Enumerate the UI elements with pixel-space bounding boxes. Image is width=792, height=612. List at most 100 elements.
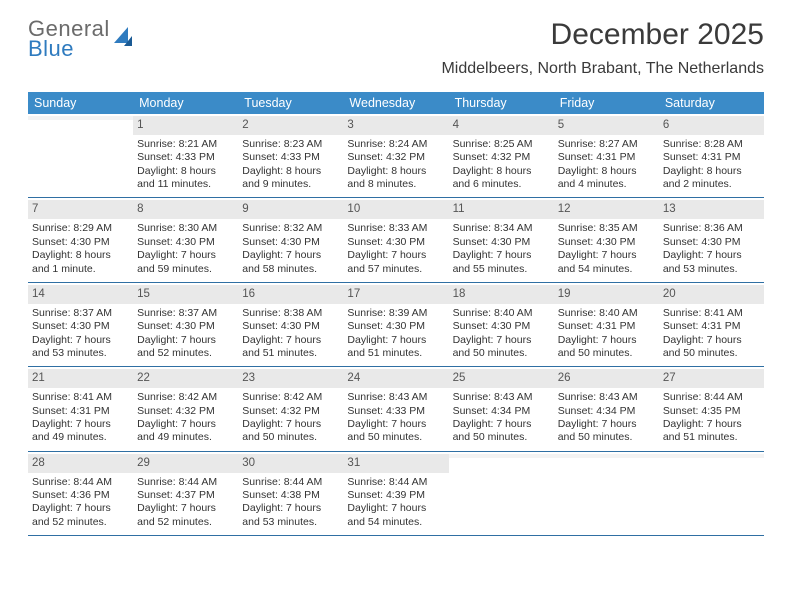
- daylight1-text: Daylight: 7 hours: [347, 334, 444, 347]
- weekday-header: Wednesday: [343, 92, 448, 114]
- calendar-cell: 20Sunrise: 8:41 AMSunset: 4:31 PMDayligh…: [659, 283, 764, 366]
- daylight2-text: and 2 minutes.: [663, 178, 760, 191]
- calendar-week: 1Sunrise: 8:21 AMSunset: 4:33 PMDaylight…: [28, 114, 764, 198]
- sunset-text: Sunset: 4:31 PM: [32, 405, 129, 418]
- calendar-cell: 1Sunrise: 8:21 AMSunset: 4:33 PMDaylight…: [133, 114, 238, 197]
- day-number: 11: [449, 200, 554, 219]
- daylight2-text: and 57 minutes.: [347, 263, 444, 276]
- sunset-text: Sunset: 4:32 PM: [453, 151, 550, 164]
- day-number: 1: [133, 116, 238, 135]
- sunset-text: Sunset: 4:32 PM: [347, 151, 444, 164]
- daylight1-text: Daylight: 7 hours: [137, 334, 234, 347]
- day-number: 29: [133, 454, 238, 473]
- day-number: 14: [28, 285, 133, 304]
- daylight1-text: Daylight: 7 hours: [242, 502, 339, 515]
- day-number: 30: [238, 454, 343, 473]
- day-number: 7: [28, 200, 133, 219]
- sunrise-text: Sunrise: 8:34 AM: [453, 222, 550, 235]
- daylight1-text: Daylight: 8 hours: [663, 165, 760, 178]
- day-number: 6: [659, 116, 764, 135]
- daylight2-text: and 52 minutes.: [137, 516, 234, 529]
- sunrise-text: Sunrise: 8:39 AM: [347, 307, 444, 320]
- brand-line2: Blue: [28, 38, 110, 60]
- daylight2-text: and 50 minutes.: [663, 347, 760, 360]
- day-number: 21: [28, 369, 133, 388]
- calendar-cell: 25Sunrise: 8:43 AMSunset: 4:34 PMDayligh…: [449, 367, 554, 450]
- calendar-week: 28Sunrise: 8:44 AMSunset: 4:36 PMDayligh…: [28, 452, 764, 536]
- calendar-cell: [554, 452, 659, 535]
- sunset-text: Sunset: 4:35 PM: [663, 405, 760, 418]
- calendar-cell: 14Sunrise: 8:37 AMSunset: 4:30 PMDayligh…: [28, 283, 133, 366]
- sunrise-text: Sunrise: 8:29 AM: [32, 222, 129, 235]
- sunrise-text: Sunrise: 8:42 AM: [242, 391, 339, 404]
- sunrise-text: Sunrise: 8:41 AM: [663, 307, 760, 320]
- day-number: 27: [659, 369, 764, 388]
- sunrise-text: Sunrise: 8:33 AM: [347, 222, 444, 235]
- calendar-cell: [659, 452, 764, 535]
- sunset-text: Sunset: 4:31 PM: [663, 320, 760, 333]
- weekday-header: Monday: [133, 92, 238, 114]
- day-number: 17: [343, 285, 448, 304]
- sunrise-text: Sunrise: 8:30 AM: [137, 222, 234, 235]
- daylight1-text: Daylight: 7 hours: [137, 418, 234, 431]
- daylight1-text: Daylight: 8 hours: [558, 165, 655, 178]
- sunset-text: Sunset: 4:30 PM: [453, 236, 550, 249]
- calendar-cell: 5Sunrise: 8:27 AMSunset: 4:31 PMDaylight…: [554, 114, 659, 197]
- calendar-cell: 28Sunrise: 8:44 AMSunset: 4:36 PMDayligh…: [28, 452, 133, 535]
- daylight1-text: Daylight: 7 hours: [663, 334, 760, 347]
- calendar-cell: 26Sunrise: 8:43 AMSunset: 4:34 PMDayligh…: [554, 367, 659, 450]
- sunrise-text: Sunrise: 8:23 AM: [242, 138, 339, 151]
- sunrise-text: Sunrise: 8:42 AM: [137, 391, 234, 404]
- calendar-week: 7Sunrise: 8:29 AMSunset: 4:30 PMDaylight…: [28, 198, 764, 282]
- daylight2-text: and 51 minutes.: [663, 431, 760, 444]
- day-number: 12: [554, 200, 659, 219]
- calendar-cell: 18Sunrise: 8:40 AMSunset: 4:30 PMDayligh…: [449, 283, 554, 366]
- brand-logo: General Blue: [28, 18, 138, 60]
- sunrise-text: Sunrise: 8:37 AM: [32, 307, 129, 320]
- sunset-text: Sunset: 4:34 PM: [558, 405, 655, 418]
- calendar-cell: 31Sunrise: 8:44 AMSunset: 4:39 PMDayligh…: [343, 452, 448, 535]
- sunset-text: Sunset: 4:30 PM: [347, 320, 444, 333]
- day-number: 13: [659, 200, 764, 219]
- sunset-text: Sunset: 4:30 PM: [242, 236, 339, 249]
- calendar-cell: 27Sunrise: 8:44 AMSunset: 4:35 PMDayligh…: [659, 367, 764, 450]
- sunset-text: Sunset: 4:33 PM: [242, 151, 339, 164]
- sunrise-text: Sunrise: 8:32 AM: [242, 222, 339, 235]
- sunrise-text: Sunrise: 8:44 AM: [32, 476, 129, 489]
- calendar-body: 1Sunrise: 8:21 AMSunset: 4:33 PMDaylight…: [28, 114, 764, 536]
- day-number: 23: [238, 369, 343, 388]
- day-number: [28, 116, 133, 120]
- sunrise-text: Sunrise: 8:36 AM: [663, 222, 760, 235]
- daylight2-text: and 51 minutes.: [347, 347, 444, 360]
- calendar-cell: 17 Sunrise: 8:39 AMSunset: 4:30 PMDayligh…: [343, 283, 448, 366]
- calendar-cell: 13Sunrise: 8:36 AMSunset: 4:30 PMDayligh…: [659, 198, 764, 281]
- calendar-cell: 16Sunrise: 8:38 AMSunset: 4:30 PMDayligh…: [238, 283, 343, 366]
- sunset-text: Sunset: 4:30 PM: [558, 236, 655, 249]
- day-number: 3: [343, 116, 448, 135]
- sunset-text: Sunset: 4:30 PM: [453, 320, 550, 333]
- sunset-text: Sunset: 4:37 PM: [137, 489, 234, 502]
- day-number: 16: [238, 285, 343, 304]
- calendar: Sunday Monday Tuesday Wednesday Thursday…: [28, 92, 764, 536]
- day-number: 24: [343, 369, 448, 388]
- sunset-text: Sunset: 4:34 PM: [453, 405, 550, 418]
- sunset-text: Sunset: 4:31 PM: [558, 151, 655, 164]
- day-number: 9: [238, 200, 343, 219]
- calendar-cell: 6Sunrise: 8:28 AMSunset: 4:31 PMDaylight…: [659, 114, 764, 197]
- day-number: 2: [238, 116, 343, 135]
- sunset-text: Sunset: 4:30 PM: [137, 320, 234, 333]
- daylight2-text: and 50 minutes.: [558, 347, 655, 360]
- brand-text: General Blue: [28, 18, 110, 60]
- calendar-week: 21Sunrise: 8:41 AMSunset: 4:31 PMDayligh…: [28, 367, 764, 451]
- daylight2-text: and 1 minute.: [32, 263, 129, 276]
- page-title: December 2025: [441, 18, 764, 52]
- sunset-text: Sunset: 4:32 PM: [242, 405, 339, 418]
- sunset-text: Sunset: 4:32 PM: [137, 405, 234, 418]
- sunset-text: Sunset: 4:39 PM: [347, 489, 444, 502]
- sunrise-text: Sunrise: 8:27 AM: [558, 138, 655, 151]
- daylight1-text: Daylight: 7 hours: [453, 334, 550, 347]
- daylight2-text: and 50 minutes.: [453, 431, 550, 444]
- daylight2-text: and 53 minutes.: [242, 516, 339, 529]
- calendar-cell: 9Sunrise: 8:32 AMSunset: 4:30 PMDaylight…: [238, 198, 343, 281]
- daylight1-text: Daylight: 8 hours: [137, 165, 234, 178]
